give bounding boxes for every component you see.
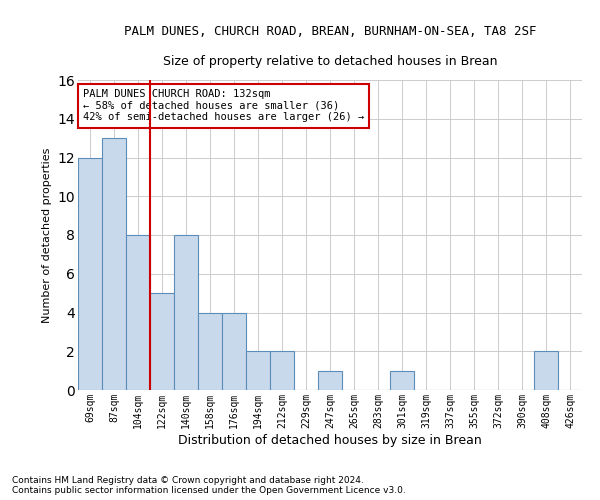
Bar [126, 235, 150, 390]
Bar [198, 312, 222, 390]
Bar [222, 312, 246, 390]
Text: PALM DUNES, CHURCH ROAD, BREAN, BURNHAM-ON-SEA, TA8 2SF: PALM DUNES, CHURCH ROAD, BREAN, BURNHAM-… [124, 25, 536, 38]
Bar [534, 351, 558, 390]
Text: PALM DUNES CHURCH ROAD: 132sqm
← 58% of detached houses are smaller (36)
42% of : PALM DUNES CHURCH ROAD: 132sqm ← 58% of … [83, 90, 364, 122]
Text: Contains HM Land Registry data © Crown copyright and database right 2024.: Contains HM Land Registry data © Crown c… [12, 476, 364, 485]
Bar [174, 235, 198, 390]
Bar [390, 370, 414, 390]
Text: Size of property relative to detached houses in Brean: Size of property relative to detached ho… [163, 55, 497, 68]
Text: Contains public sector information licensed under the Open Government Licence v3: Contains public sector information licen… [12, 486, 406, 495]
Bar [270, 351, 294, 390]
Bar [246, 351, 270, 390]
X-axis label: Distribution of detached houses by size in Brean: Distribution of detached houses by size … [178, 434, 482, 446]
Y-axis label: Number of detached properties: Number of detached properties [42, 148, 52, 322]
Bar [150, 293, 174, 390]
Bar [318, 370, 342, 390]
Bar [102, 138, 126, 390]
Bar [78, 158, 102, 390]
